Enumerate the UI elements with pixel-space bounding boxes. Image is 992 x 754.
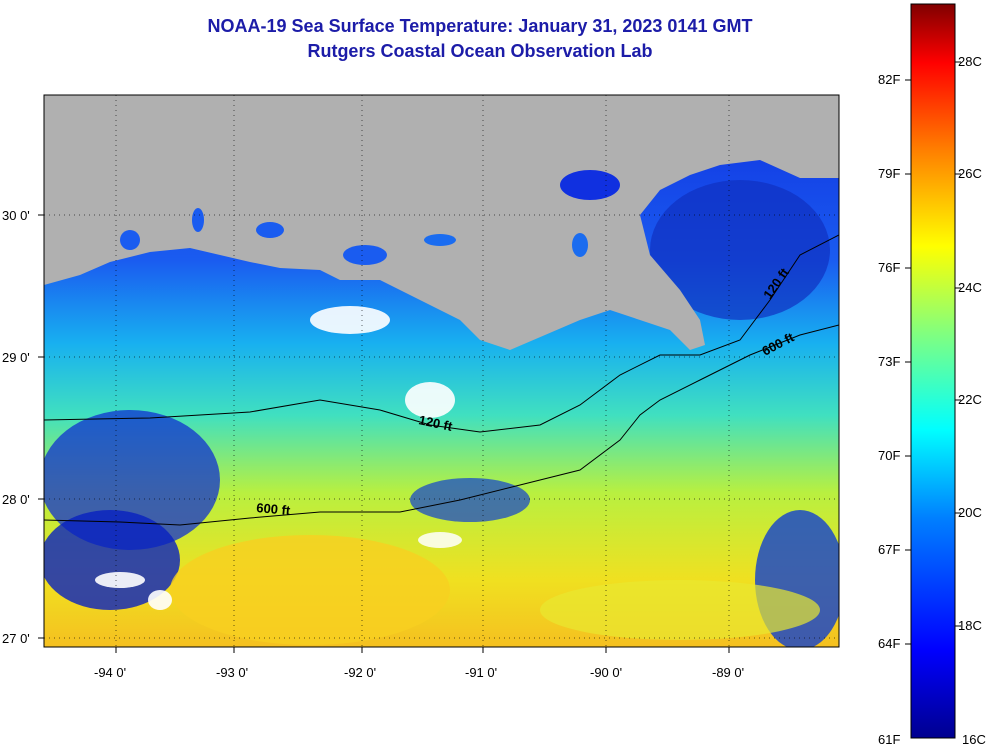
contour-600ft [44,324,839,526]
lake [192,208,204,232]
colorbar-f-label: 61F [878,732,901,747]
temperature-colorbar [910,3,956,739]
lon-label: -90 0' [590,665,622,680]
lake [572,233,588,257]
map-title: NOAA-19 Sea Surface Temperature: January… [207,16,753,36]
cold-eddy [410,478,530,522]
colorbar-c-label: 24C [958,280,982,295]
map-frame [43,94,840,648]
colorbar-c-label: 20C [958,505,982,520]
contour-label: 600 ft [256,500,292,518]
lon-label: -92 0' [344,665,376,680]
warm-patch [170,535,450,645]
colorbar-f-label: 70F [878,448,901,463]
lat-label: 28 0' [2,492,30,507]
colorbar-f-label: 82F [878,72,901,87]
colorbar-f-label: 76F [878,260,901,275]
colorbar-ticks [905,61,961,645]
colorbar-c-label: 22C [958,392,982,407]
map-subtitle: Rutgers Coastal Ocean Observation Lab [307,41,653,61]
lat-label: 29 0' [2,350,30,365]
lon-label: -93 0' [216,665,248,680]
cold-eddy [44,510,180,610]
lake [560,170,620,200]
colorbar-c-label: 28C [958,54,982,69]
axis-ticks [38,214,730,653]
colorbar-c-label: 18C [958,618,982,633]
colorbar-f-label: 67F [878,542,901,557]
cloud-patch [148,590,172,610]
cloud-patch [95,572,145,588]
lake [424,234,456,246]
colorbar-f-label: 64F [878,636,901,651]
lon-label: -89 0' [712,665,744,680]
colorbar-c-label: 16C [962,732,986,747]
cloud-patch [405,382,455,418]
cloud-patch [418,532,462,548]
warm-patch [540,580,820,640]
lon-label: -91 0' [465,665,497,680]
cloud-patch [310,306,390,334]
contour-120ft [44,234,839,433]
lat-label: 27 0' [2,631,30,646]
lake [120,230,140,250]
lake [256,222,284,238]
colorbar-c-label: 26C [958,166,982,181]
contour-label: 120 ft [417,412,454,434]
lat-label: 30 0' [2,208,30,223]
land-mass [44,95,839,350]
colorbar-f-label: 79F [878,166,901,181]
lake [343,245,387,265]
colorbar-f-label: 73F [878,354,901,369]
lon-label: -94 0' [94,665,126,680]
